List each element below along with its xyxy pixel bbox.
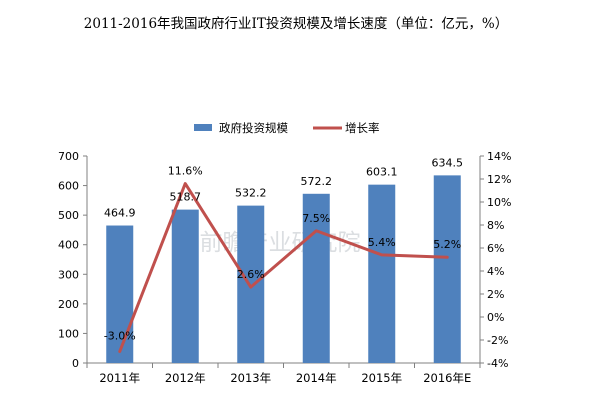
bar-value-label: 634.5 bbox=[432, 156, 464, 169]
line-value-label: 2.6% bbox=[237, 268, 265, 281]
y-right-tick-label: -2% bbox=[487, 334, 508, 347]
y-right-tick-label: 14% bbox=[487, 150, 511, 163]
bar-value-label: 603.1 bbox=[366, 166, 398, 179]
chart-title: 2011-2016年我国政府行业IT投资规模及增长速度（单位：亿元，%） bbox=[84, 16, 508, 32]
y-left-tick-label: 0 bbox=[72, 357, 79, 370]
y-left-tick-label: 100 bbox=[58, 327, 79, 340]
bar bbox=[106, 225, 134, 363]
y-left-tick-label: 400 bbox=[58, 239, 79, 252]
bar-value-label: 532.2 bbox=[235, 187, 267, 200]
bar-value-label: 518.7 bbox=[170, 191, 202, 204]
bar bbox=[368, 184, 396, 363]
x-tick-label: 2011年 bbox=[99, 371, 140, 385]
axes: 0 100 200 300 400 500 600 700 -4% -2% 0% 2% 4% 6% 8% 10… bbox=[58, 150, 511, 385]
bar bbox=[302, 193, 330, 363]
bar-value-label: 572.2 bbox=[301, 175, 333, 188]
watermark: 前瞻产业研究院 bbox=[200, 230, 361, 256]
growth-line bbox=[118, 182, 449, 353]
watermark-text: 前瞻产业研究院 bbox=[200, 230, 361, 256]
bar bbox=[171, 209, 199, 363]
line-value-label: 5.2% bbox=[433, 238, 461, 251]
bar-value-label: 464.9 bbox=[104, 207, 136, 220]
y-left-tick-label: 300 bbox=[58, 268, 79, 281]
y-right-tick-label: 0% bbox=[487, 311, 504, 324]
x-tick-label: 2013年 bbox=[230, 371, 271, 385]
legend-label-line: 增长率 bbox=[345, 121, 380, 135]
bar-series bbox=[106, 175, 461, 363]
y-right-tick-label: -4% bbox=[487, 357, 508, 370]
y-left-tick-label: 200 bbox=[58, 298, 79, 311]
line-value-label: 7.5% bbox=[302, 212, 330, 225]
y-right-tick-label: 12% bbox=[487, 173, 511, 186]
x-tick-label: 2016年E bbox=[423, 371, 471, 385]
legend: 政府投资规模 增长率 bbox=[194, 121, 380, 135]
y-right-tick-label: 10% bbox=[487, 196, 511, 209]
line-value-label: 5.4% bbox=[368, 236, 396, 249]
y-right-tick-label: 8% bbox=[487, 219, 504, 232]
legend-swatch-bar bbox=[194, 124, 212, 131]
x-tick-label: 2015年 bbox=[361, 371, 402, 385]
y-left-tick-label: 600 bbox=[58, 180, 79, 193]
y-right-tick-label: 4% bbox=[487, 265, 504, 278]
y-right-tick-label: 6% bbox=[487, 242, 504, 255]
line-value-label: -3.0% bbox=[104, 330, 136, 343]
y-right-tick-label: 2% bbox=[487, 288, 504, 301]
line-value-label: 11.6% bbox=[168, 165, 203, 178]
bar bbox=[433, 175, 461, 363]
y-left-tick-label: 500 bbox=[58, 209, 79, 222]
x-tick-label: 2012年 bbox=[165, 371, 206, 385]
x-tick-label: 2014年 bbox=[296, 371, 337, 385]
line-series bbox=[118, 182, 449, 353]
data-labels: 464.9 518.7 532.2 572.2 603.1 634.5 -3.0% 11.6%… bbox=[104, 156, 463, 342]
legend-label-bar: 政府投资规模 bbox=[219, 121, 288, 135]
y-left-tick-label: 700 bbox=[58, 150, 79, 163]
